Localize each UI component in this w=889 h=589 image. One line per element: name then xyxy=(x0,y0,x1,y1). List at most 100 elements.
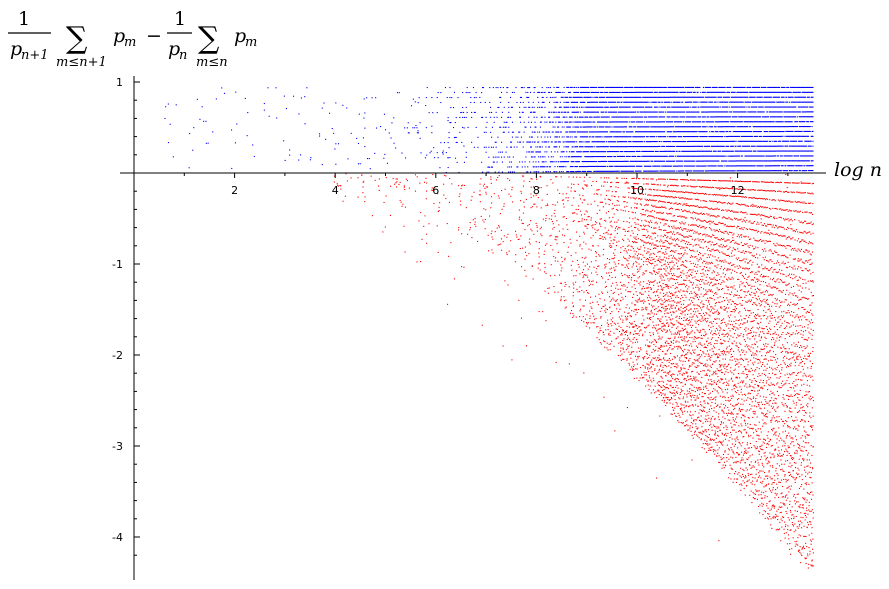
blue-point xyxy=(681,86,683,88)
blue-point xyxy=(798,91,800,93)
blue-point xyxy=(738,91,740,93)
blue-point xyxy=(590,161,592,163)
blue-point xyxy=(748,131,750,133)
blue-point xyxy=(787,130,789,132)
blue-point xyxy=(695,145,697,147)
blue-point xyxy=(802,150,804,152)
blue-point xyxy=(652,131,654,133)
blue-point xyxy=(625,141,627,143)
blue-point xyxy=(597,146,599,148)
blue-point xyxy=(733,165,735,167)
blue-point xyxy=(671,86,673,88)
blue-point xyxy=(645,165,647,167)
blue-point xyxy=(688,106,690,108)
blue-point xyxy=(644,111,646,113)
blue-point xyxy=(680,131,682,133)
blue-point xyxy=(802,155,804,157)
blue-point xyxy=(780,96,782,98)
blue-point xyxy=(795,116,797,118)
blue-point xyxy=(590,151,592,153)
blue-point xyxy=(587,116,589,118)
blue-point xyxy=(701,106,703,108)
blue-point xyxy=(641,91,643,93)
blue-point xyxy=(696,150,698,152)
blue-point xyxy=(541,166,543,168)
blue-point xyxy=(807,130,809,132)
blue-point xyxy=(689,136,691,138)
blue-point xyxy=(629,91,631,93)
blue-point xyxy=(765,131,767,133)
blue-point xyxy=(563,166,565,168)
blue-point xyxy=(722,150,724,152)
blue-point xyxy=(711,155,713,157)
blue-point xyxy=(812,91,814,93)
blue-point xyxy=(768,160,770,162)
blue-point xyxy=(714,145,716,147)
blue-point xyxy=(749,106,751,108)
blue-point xyxy=(692,165,694,167)
blue-point xyxy=(632,131,634,133)
blue-point xyxy=(767,96,769,98)
blue-point xyxy=(763,86,765,88)
blue-point xyxy=(691,150,693,152)
blue-point xyxy=(654,131,656,133)
blue-point xyxy=(645,91,647,93)
blue-point xyxy=(298,159,300,161)
blue-point xyxy=(690,170,692,172)
blue-point xyxy=(654,91,656,93)
blue-point xyxy=(632,160,634,162)
blue-point xyxy=(696,170,698,172)
blue-point xyxy=(532,151,534,153)
blue-point xyxy=(753,135,755,137)
blue-point xyxy=(705,170,707,172)
blue-point xyxy=(585,121,587,123)
blue-point xyxy=(738,96,740,98)
blue-point xyxy=(588,126,590,128)
blue-point xyxy=(752,150,754,152)
blue-point xyxy=(695,116,697,118)
blue-point xyxy=(655,131,657,133)
blue-point xyxy=(783,135,785,137)
blue-point xyxy=(787,116,789,118)
blue-point xyxy=(572,171,574,173)
blue-point xyxy=(640,131,642,133)
blue-point xyxy=(793,165,795,167)
blue-point xyxy=(599,101,601,103)
blue-point xyxy=(624,111,626,113)
blue-point xyxy=(804,130,806,132)
blue-point xyxy=(621,141,623,143)
blue-point xyxy=(703,116,705,118)
blue-point xyxy=(735,121,737,123)
blue-point xyxy=(708,155,710,157)
blue-point xyxy=(778,111,780,113)
blue-point xyxy=(795,135,797,137)
blue-point xyxy=(642,86,644,88)
blue-point xyxy=(740,106,742,108)
blue-point xyxy=(536,171,538,173)
blue-point xyxy=(554,111,556,113)
blue-point xyxy=(473,146,475,148)
blue-point xyxy=(782,86,784,88)
blue-point xyxy=(751,101,753,103)
blue-point xyxy=(638,126,640,128)
blue-point xyxy=(737,165,739,167)
blue-point xyxy=(577,170,579,172)
blue-point xyxy=(668,170,670,172)
blue-point xyxy=(606,116,608,118)
blue-point xyxy=(533,156,535,158)
blue-point xyxy=(689,126,691,128)
blue-point xyxy=(623,91,625,93)
blue-point xyxy=(605,131,607,133)
blue-point xyxy=(682,111,684,113)
blue-point xyxy=(546,131,548,133)
blue-point xyxy=(733,86,735,88)
blue-point xyxy=(694,126,696,128)
blue-point xyxy=(519,141,521,143)
blue-point xyxy=(740,131,742,133)
blue-point xyxy=(542,156,544,158)
blue-point xyxy=(616,106,618,108)
blue-point xyxy=(724,140,726,142)
blue-point xyxy=(684,121,686,123)
blue-point xyxy=(523,121,525,123)
blue-point xyxy=(809,101,811,103)
